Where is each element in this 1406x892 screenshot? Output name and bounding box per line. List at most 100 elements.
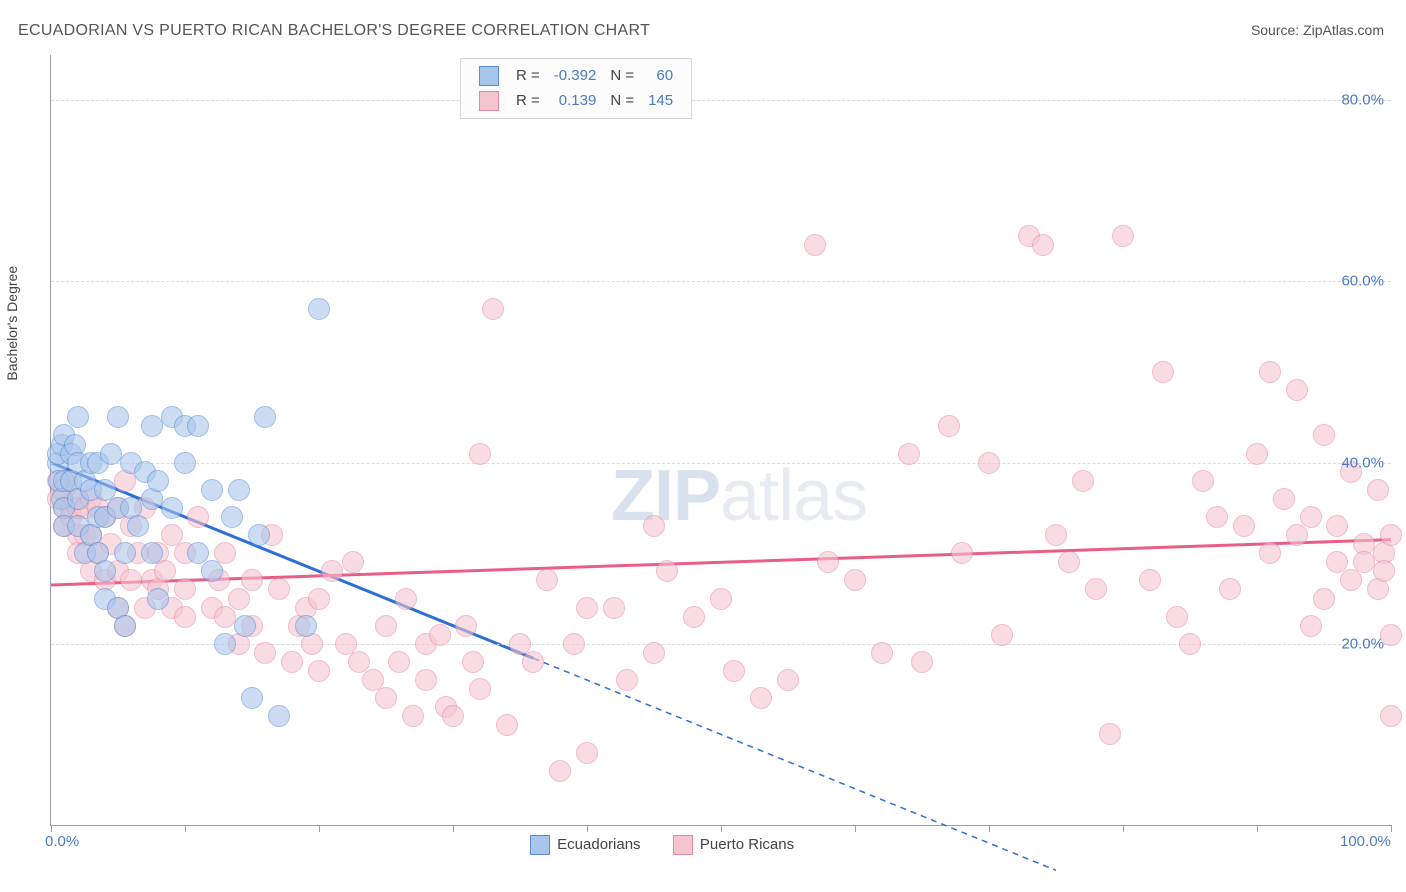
data-point xyxy=(576,597,598,619)
gridline xyxy=(51,463,1391,464)
data-point xyxy=(1206,506,1228,528)
data-point xyxy=(938,415,960,437)
data-point xyxy=(1273,488,1295,510)
data-point xyxy=(114,615,136,637)
x-tick xyxy=(855,825,856,832)
data-point xyxy=(429,624,451,646)
data-point xyxy=(455,615,477,637)
data-point xyxy=(214,606,236,628)
data-point xyxy=(375,687,397,709)
data-point xyxy=(147,470,169,492)
x-tick xyxy=(453,825,454,832)
legend-label: Puerto Ricans xyxy=(700,836,794,853)
swatch-series1 xyxy=(530,835,550,855)
data-point xyxy=(141,542,163,564)
data-point xyxy=(1259,361,1281,383)
x-tick xyxy=(1123,825,1124,832)
r-label: R = xyxy=(510,90,546,113)
data-point xyxy=(221,506,243,528)
data-point xyxy=(683,606,705,628)
r-value: 0.139 xyxy=(548,90,603,113)
data-point xyxy=(643,515,665,537)
data-point xyxy=(576,742,598,764)
data-point xyxy=(174,578,196,600)
data-point xyxy=(871,642,893,664)
data-point xyxy=(442,705,464,727)
data-point xyxy=(120,569,142,591)
data-point xyxy=(1380,524,1402,546)
data-point xyxy=(214,542,236,564)
data-point xyxy=(161,497,183,519)
data-point xyxy=(1032,234,1054,256)
data-point xyxy=(1085,578,1107,600)
stats-table: R = -0.392 N = 60 R = 0.139 N = 145 xyxy=(471,63,681,114)
data-point xyxy=(281,651,303,673)
data-point xyxy=(1313,588,1335,610)
data-point xyxy=(1246,443,1268,465)
data-point xyxy=(549,760,571,782)
data-point xyxy=(395,588,417,610)
data-point xyxy=(388,651,410,673)
data-point xyxy=(127,515,149,537)
data-point xyxy=(241,569,263,591)
n-value: 60 xyxy=(642,65,679,88)
y-tick-label: 20.0% xyxy=(1341,635,1384,652)
data-point xyxy=(268,578,290,600)
data-point xyxy=(415,669,437,691)
data-point xyxy=(1233,515,1255,537)
swatch-series2 xyxy=(673,835,693,855)
source-attribution: Source: ZipAtlas.com xyxy=(1251,22,1384,38)
data-point xyxy=(174,452,196,474)
data-point xyxy=(342,551,364,573)
data-point xyxy=(1259,542,1281,564)
data-point xyxy=(616,669,638,691)
data-point xyxy=(603,597,625,619)
data-point xyxy=(201,560,223,582)
n-value: 145 xyxy=(642,90,679,113)
chart-title: ECUADORIAN VS PUERTO RICAN BACHELOR'S DE… xyxy=(18,22,650,40)
data-point xyxy=(254,406,276,428)
x-tick xyxy=(721,825,722,832)
data-point xyxy=(268,705,290,727)
data-point xyxy=(308,660,330,682)
data-point xyxy=(187,415,209,437)
data-point xyxy=(241,687,263,709)
data-point xyxy=(643,642,665,664)
y-tick-label: 80.0% xyxy=(1341,92,1384,109)
data-point xyxy=(228,479,250,501)
y-tick-label: 40.0% xyxy=(1341,454,1384,471)
data-point xyxy=(174,606,196,628)
data-point xyxy=(141,415,163,437)
data-point xyxy=(522,651,544,673)
source-link[interactable]: ZipAtlas.com xyxy=(1303,22,1384,38)
r-label: R = xyxy=(510,65,546,88)
plot-area: ZIPatlas xyxy=(50,55,1391,826)
stats-legend: R = -0.392 N = 60 R = 0.139 N = 145 xyxy=(460,58,692,119)
swatch-series1 xyxy=(479,66,499,86)
data-point xyxy=(777,669,799,691)
n-label: N = xyxy=(604,90,640,113)
data-point xyxy=(1353,551,1375,573)
data-point xyxy=(402,705,424,727)
data-point xyxy=(656,560,678,582)
data-point xyxy=(308,298,330,320)
data-point xyxy=(1045,524,1067,546)
data-point xyxy=(1192,470,1214,492)
data-point xyxy=(308,588,330,610)
legend-label: Ecuadorians xyxy=(557,836,640,853)
x-tick xyxy=(587,825,588,832)
swatch-series2 xyxy=(479,91,499,111)
data-point xyxy=(214,633,236,655)
data-point xyxy=(1286,379,1308,401)
data-point xyxy=(804,234,826,256)
trend-lines-svg xyxy=(51,55,1391,825)
data-point xyxy=(911,651,933,673)
data-point xyxy=(1313,424,1335,446)
legend-item: Puerto Ricans xyxy=(673,835,794,855)
data-point xyxy=(1058,551,1080,573)
data-point xyxy=(100,443,122,465)
x-tick xyxy=(185,825,186,832)
data-point xyxy=(1179,633,1201,655)
data-point xyxy=(462,651,484,673)
gridline xyxy=(51,100,1391,101)
